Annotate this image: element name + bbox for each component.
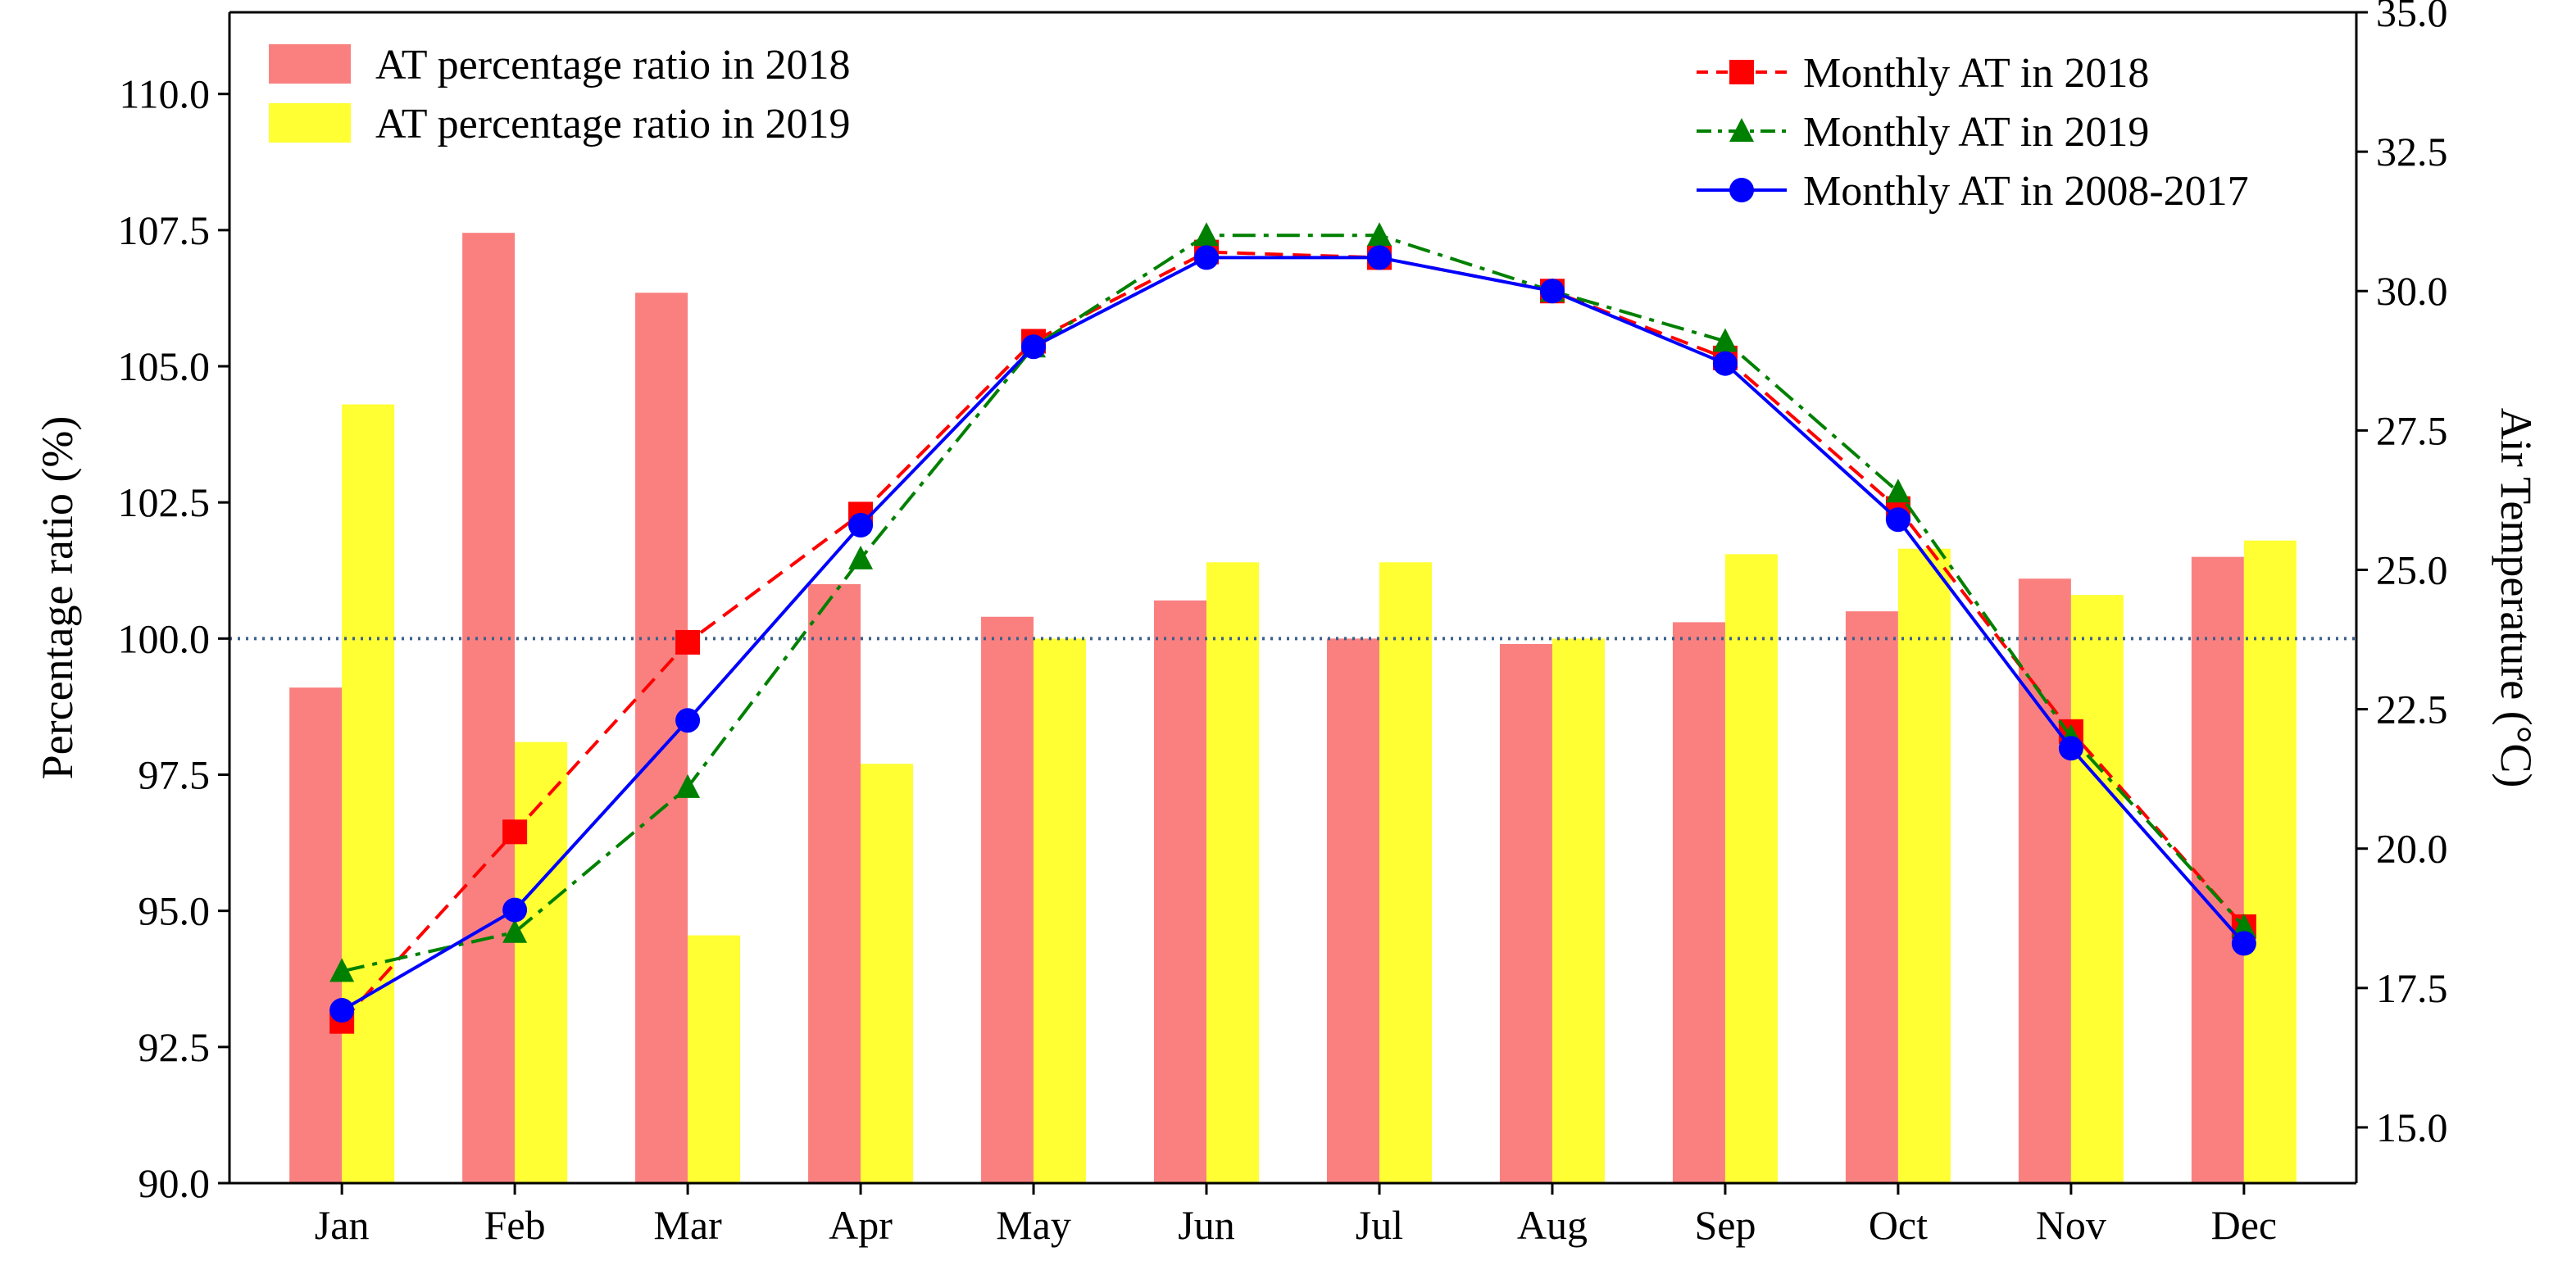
x-tick-label: Dec [2211, 1202, 2278, 1248]
marker-3-feb [502, 897, 528, 923]
marker-2-mar [675, 773, 701, 798]
x-tick-label: Jun [1178, 1202, 1234, 1248]
legend-line-label-3: Monthly AT in 2008-2017 [1803, 168, 2249, 215]
marker-2-jul [1366, 222, 1392, 247]
marker-2-jun [1194, 222, 1220, 247]
x-tick-label: Apr [829, 1202, 893, 1248]
marker-3-may [1021, 334, 1047, 360]
marker-3-oct [1885, 507, 1910, 533]
bar-2-mar [688, 935, 741, 1183]
line-series-3 [341, 256, 2246, 1012]
y-left-tick-label: 107.5 [118, 207, 211, 253]
bar-1-dec [2191, 556, 2244, 1183]
legend-marker-2 [1729, 118, 1754, 142]
marker-3-mar [675, 708, 701, 733]
x-tick-label: May [996, 1202, 1071, 1248]
legend-line-label-2: Monthly AT in 2019 [1803, 109, 2149, 156]
legend-bar-swatch-2 [269, 103, 351, 143]
y-left-tick-label: 90.0 [139, 1160, 211, 1206]
y-right-tick-label: 32.5 [2376, 129, 2448, 175]
bar-1-oct [1845, 611, 1898, 1183]
marker-3-dec [2231, 931, 2256, 956]
line-series-1 [340, 250, 2246, 1023]
bar-2-dec [2243, 540, 2297, 1183]
bar-2-feb [515, 742, 568, 1183]
y-left-tick-label: 110.0 [119, 71, 210, 117]
x-tick-label: Jul [1356, 1202, 1403, 1248]
marker-2-feb [502, 918, 528, 943]
bar-1-jul [1326, 638, 1379, 1183]
legend-marker-1 [1729, 60, 1754, 84]
y-left-tick-label: 95.0 [139, 888, 211, 934]
bar-1-jan [289, 687, 343, 1183]
marker-3-nov [2058, 736, 2083, 761]
bar-1-mar [635, 293, 688, 1183]
bar-2-may [1034, 638, 1087, 1183]
x-tick-label: Nov [2036, 1202, 2106, 1248]
bar-2-aug [1552, 638, 1605, 1183]
bar-2-apr [861, 764, 914, 1183]
x-tick-label: Mar [653, 1202, 722, 1248]
bar-2-jun [1206, 562, 1260, 1183]
x-tick-label: Aug [1517, 1202, 1588, 1248]
legend-bar-label-1: AT percentage ratio in 2018 [375, 42, 851, 88]
bar-1-feb [462, 233, 516, 1183]
bar-1-may [981, 616, 1034, 1183]
bar-2-oct [1897, 548, 1951, 1183]
marker-2-apr [848, 545, 874, 569]
y-left-tick-label: 97.5 [139, 752, 211, 798]
marker-1-feb [502, 819, 528, 845]
y-left-tick-label: 100.0 [118, 615, 211, 661]
legend-bar-swatch-1 [269, 44, 351, 84]
marker-3-apr [848, 513, 874, 538]
x-tick-label: Feb [484, 1202, 546, 1248]
marker-2-oct [1885, 478, 1910, 503]
y-right-tick-label: 35.0 [2376, 0, 2448, 35]
x-tick-label: Sep [1694, 1202, 1756, 1248]
bar-2-sep [1724, 554, 1778, 1183]
marker-3-sep [1712, 351, 1738, 376]
bar-1-jun [1154, 600, 1207, 1183]
legend-bar-label-2: AT percentage ratio in 2019 [375, 101, 851, 147]
legend-line-label-1: Monthly AT in 2018 [1803, 50, 2149, 97]
marker-3-jun [1194, 245, 1220, 270]
bar-1-sep [1672, 622, 1725, 1183]
y-left-tick-label: 102.5 [118, 479, 211, 525]
marker-2-dec [2231, 913, 2256, 937]
bar-2-jul [1379, 562, 1432, 1183]
x-tick-label: Jan [315, 1202, 370, 1248]
y-right-tick-label: 27.5 [2376, 407, 2448, 453]
marker-2-sep [1712, 328, 1738, 352]
bar-2-jan [342, 404, 395, 1183]
y-right-tick-label: 15.0 [2376, 1104, 2448, 1150]
y-right-tick-label: 25.0 [2376, 547, 2448, 592]
y-right-tick-label: 20.0 [2376, 826, 2448, 872]
y-right-axis-title: Air Temperature (°C) [2492, 408, 2541, 788]
bar-1-aug [1499, 643, 1552, 1183]
legend-marker-3 [1729, 178, 1754, 202]
line-series-2 [341, 234, 2246, 973]
y-left-axis-title: Percentage ratio (%) [33, 416, 82, 780]
bar-1-apr [808, 583, 861, 1183]
y-right-tick-label: 22.5 [2376, 687, 2448, 732]
marker-3-aug [1539, 279, 1565, 304]
y-right-tick-label: 30.0 [2376, 268, 2448, 314]
marker-3-jan [329, 998, 355, 1023]
y-left-tick-label: 92.5 [139, 1024, 211, 1070]
y-right-tick-label: 17.5 [2376, 965, 2448, 1011]
x-tick-label: Oct [1869, 1202, 1928, 1248]
marker-2-jan [329, 958, 355, 982]
bar-2-nov [2070, 595, 2124, 1183]
y-left-tick-label: 105.0 [118, 343, 211, 389]
marker-3-jul [1366, 245, 1392, 270]
marker-1-mar [675, 629, 701, 655]
bar-1-nov [2018, 578, 2071, 1183]
